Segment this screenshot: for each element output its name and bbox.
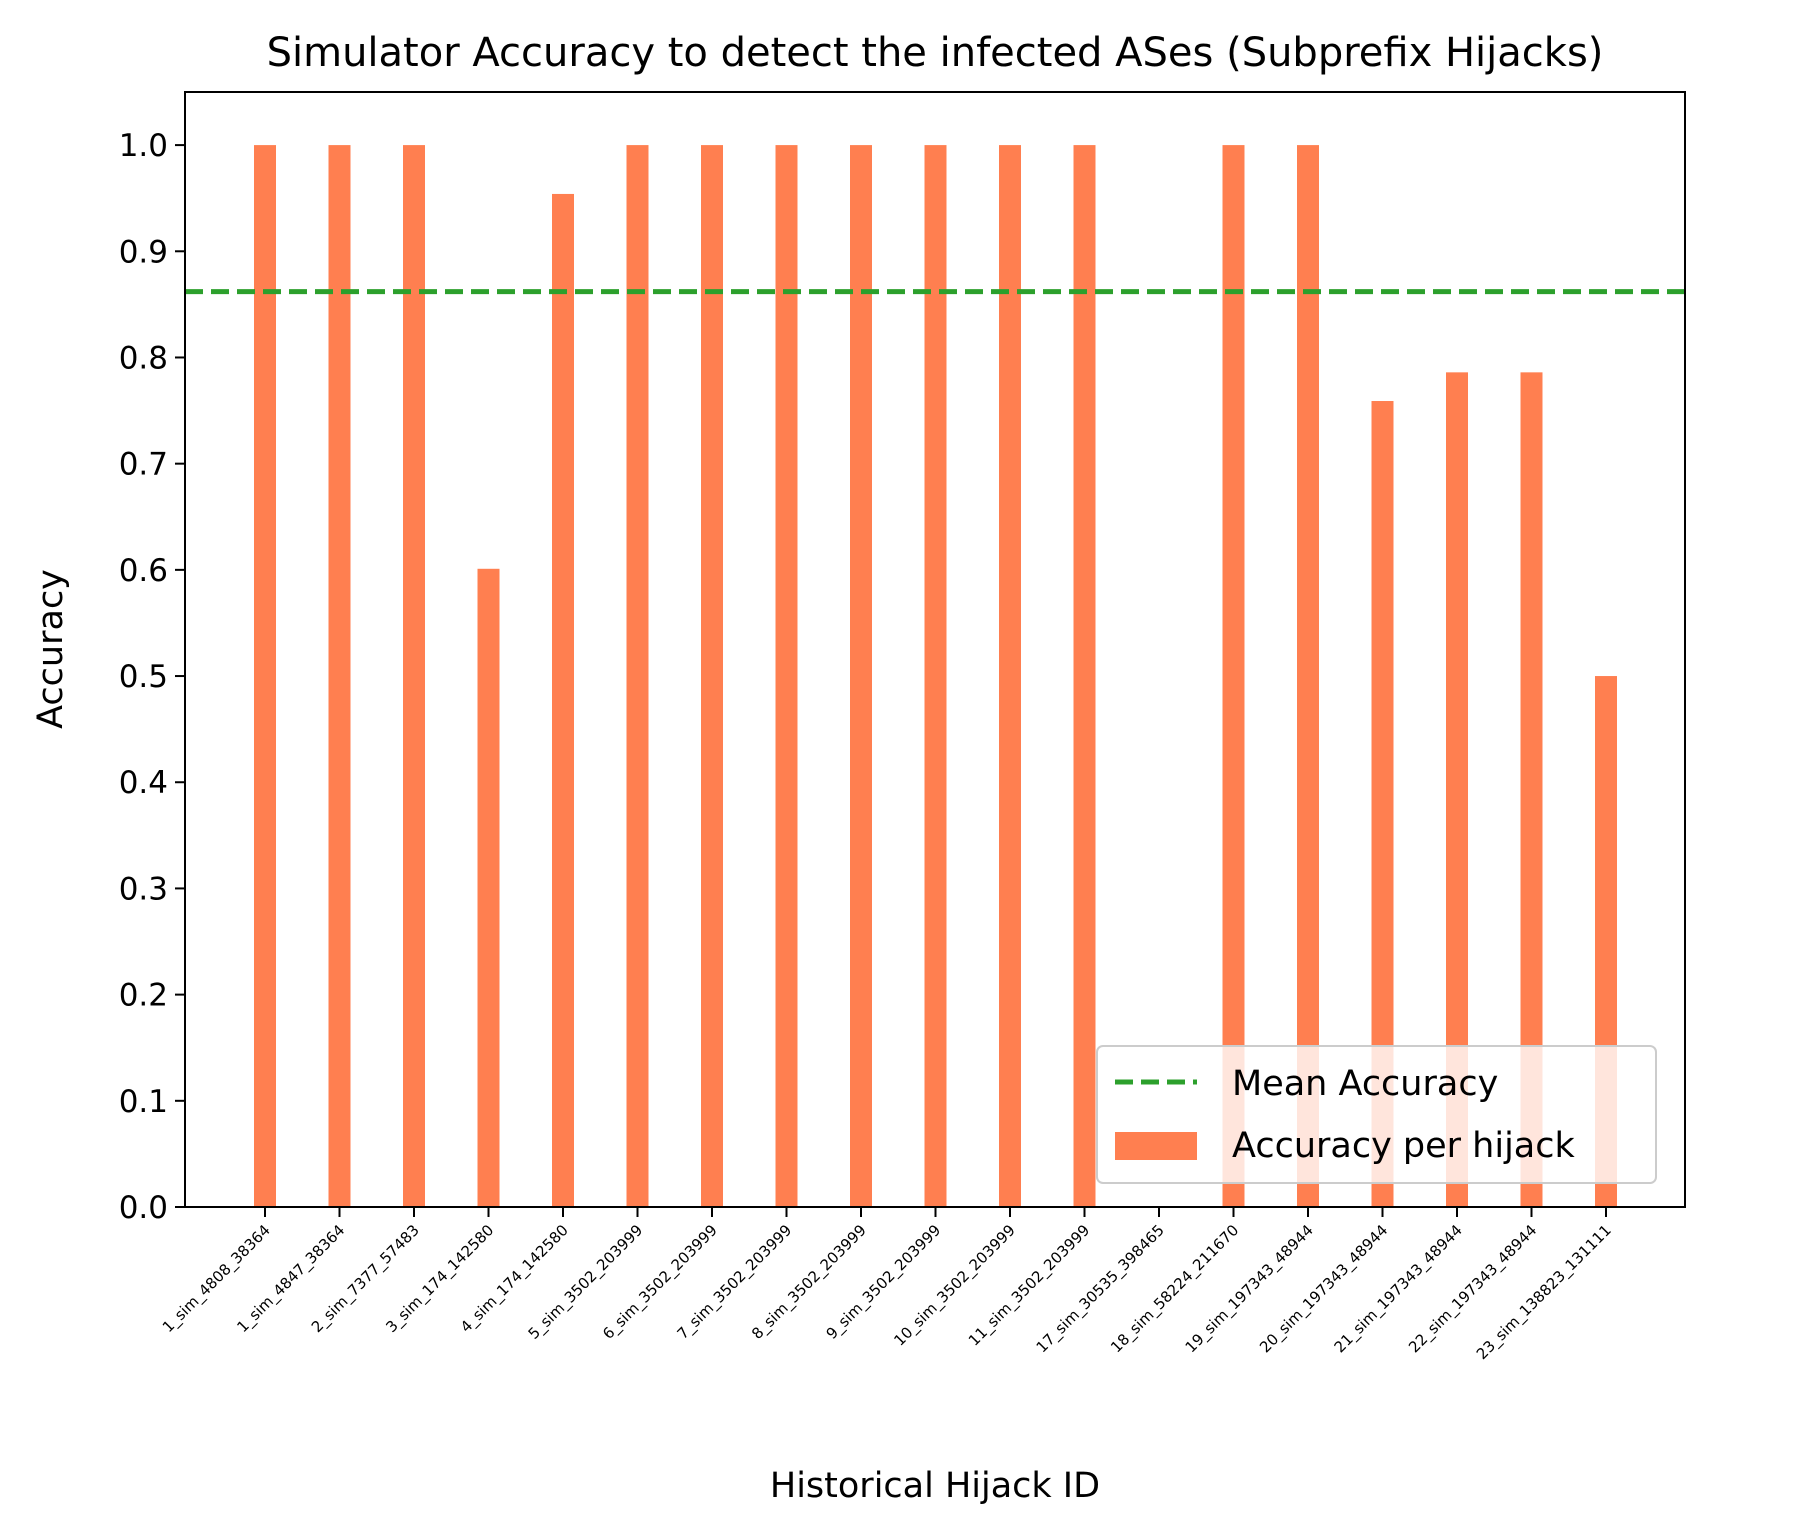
bar — [254, 145, 276, 1208]
y-tick-label: 0.8 — [119, 340, 168, 376]
x-tick-label: 10_sim_3502_203999 — [890, 1221, 1019, 1350]
x-tick-label: 21_sim_197343_48944 — [1331, 1221, 1467, 1357]
legend-frame — [1096, 1045, 1657, 1184]
x-axis: 1_sim_4808_383641_sim_4847_383642_sim_73… — [159, 1207, 1616, 1364]
bar — [999, 145, 1021, 1208]
x-tick-label: 20_sim_197343_48944 — [1256, 1221, 1392, 1357]
bar — [924, 145, 947, 1208]
bars-layer — [254, 145, 1617, 1208]
y-tick-label: 0.7 — [119, 447, 168, 483]
y-tick-label: 0.9 — [119, 234, 168, 270]
bar — [552, 193, 574, 1207]
y-tick-label: 0.4 — [119, 765, 168, 801]
bar — [1520, 372, 1543, 1207]
y-tick-label: 1.0 — [119, 128, 168, 164]
y-tick-label: 0.1 — [119, 1084, 168, 1120]
bar — [701, 145, 723, 1208]
bar — [775, 145, 798, 1208]
chart-title: Simulator Accuracy to detect the infecte… — [267, 30, 1604, 76]
legend-bar-swatch — [1115, 1132, 1197, 1160]
legend: Mean Accuracy Accuracy per hijack — [1096, 1045, 1657, 1184]
bar — [477, 568, 500, 1207]
x-axis-label: Historical Hijack ID — [770, 1466, 1100, 1506]
y-tick-label: 0.6 — [119, 553, 168, 589]
bar — [328, 145, 351, 1208]
bar — [403, 145, 425, 1208]
bar — [1073, 145, 1096, 1208]
y-tick-label: 0.5 — [119, 659, 168, 695]
x-tick-label: 18_sim_58224_211670 — [1107, 1221, 1243, 1357]
y-tick-label: 0.3 — [119, 871, 168, 907]
y-axis: 0.0 0.1 0.2 0.3 0.4 0.5 0.6 0.7 0.8 0.9 1.0 — [119, 128, 185, 1226]
legend-mean-label: Mean Accuracy — [1232, 1064, 1498, 1104]
y-axis-label: Accuracy — [31, 569, 71, 729]
y-tick-label: 0.2 — [119, 978, 168, 1014]
x-tick-label: 11_sim_3502_203999 — [965, 1221, 1094, 1350]
bar — [850, 145, 872, 1208]
x-tick-label: 17_sim_30535_398465 — [1033, 1221, 1169, 1357]
legend-bar-label: Accuracy per hijack — [1232, 1126, 1576, 1166]
bar — [1297, 145, 1319, 1208]
bar — [1446, 372, 1468, 1207]
bar — [1222, 145, 1245, 1208]
y-tick-label: 0.0 — [119, 1190, 168, 1226]
bar — [626, 145, 649, 1208]
x-tick-label: 23_sim_138823_131111 — [1473, 1221, 1616, 1364]
x-tick-label: 19_sim_197343_48944 — [1182, 1221, 1318, 1357]
bar — [1371, 401, 1394, 1207]
x-tick-label: 22_sim_197343_48944 — [1405, 1221, 1541, 1357]
